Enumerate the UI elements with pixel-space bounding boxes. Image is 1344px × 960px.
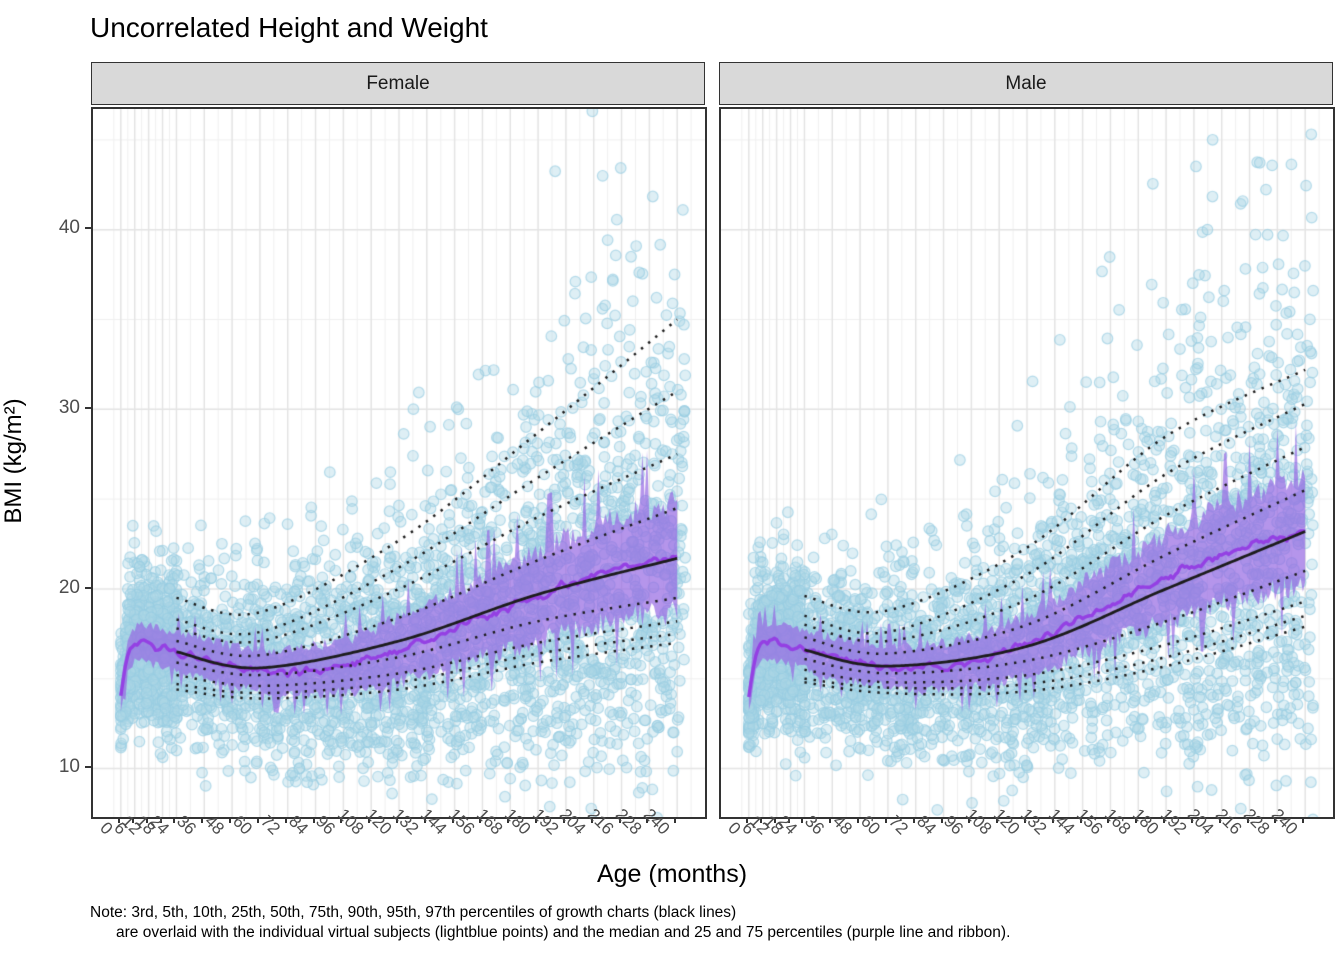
y-tick-label-30: 30: [58, 397, 80, 418]
x-tick-mark: [912, 817, 915, 823]
x-tick-mark: [1079, 817, 1082, 823]
x-tick-mark: [1218, 817, 1221, 823]
x-tick-mark: [201, 817, 204, 823]
x-tick-mark: [1274, 817, 1277, 823]
x-tick-mark: [590, 817, 593, 823]
y-tick-label-40: 40: [58, 217, 80, 238]
x-tick-mark: [884, 817, 887, 823]
x-tick-mark: [451, 817, 454, 823]
y-tick-label-10: 10: [58, 756, 80, 777]
x-tick-mark: [759, 817, 762, 823]
x-tick-mark: [173, 817, 176, 823]
x-tick-mark: [1024, 817, 1026, 823]
facet-panel-female: [91, 107, 707, 819]
x-tick-mark: [674, 817, 677, 823]
x-tick-mark: [968, 817, 971, 823]
x-tick-mark: [312, 817, 315, 823]
x-tick-mark: [745, 817, 748, 823]
x-tick-mark: [340, 817, 343, 823]
x-tick-mark: [787, 817, 790, 823]
x-tick-mark: [368, 817, 371, 823]
facet-strip-female-label: Female: [366, 72, 430, 94]
x-tick-mark: [996, 817, 999, 823]
y-tick-mark: [85, 587, 91, 589]
x-tick-mark: [1051, 817, 1054, 823]
x-tick-mark: [1190, 817, 1193, 823]
y-tick-mark: [85, 227, 91, 229]
female-panel-canvas: [93, 109, 705, 817]
x-tick-mark: [857, 817, 860, 823]
y-tick-mark: [85, 766, 91, 768]
x-tick-mark: [1135, 817, 1138, 823]
x-tick-mark: [117, 817, 120, 823]
x-tick-mark: [1107, 817, 1110, 823]
x-tick-mark: [396, 817, 398, 823]
x-tick-mark: [1163, 817, 1166, 823]
x-tick-mark: [940, 817, 943, 823]
x-tick-mark: [256, 817, 259, 823]
x-tick-mark: [773, 817, 776, 823]
x-tick-mark: [229, 817, 232, 823]
x-tick-mark: [646, 817, 649, 823]
x-tick-mark: [145, 817, 148, 823]
chart-title: Uncorrelated Height and Weight: [90, 12, 488, 43]
male-panel-canvas: [721, 109, 1333, 817]
x-tick-mark: [1302, 817, 1305, 823]
caption-note: Note: 3rd, 5th, 10th, 25th, 50th, 75th, …: [90, 903, 1010, 943]
x-tick-mark: [159, 817, 162, 823]
x-tick-mark: [479, 817, 482, 823]
x-tick-mark: [829, 817, 832, 823]
x-tick-mark: [1246, 817, 1249, 823]
facet-strip-male-label: Male: [1005, 72, 1047, 94]
x-tick-mark: [801, 817, 804, 823]
facet-panel-male: [719, 107, 1335, 819]
x-tick-mark: [507, 817, 510, 823]
y-tick-label-20: 20: [58, 577, 80, 598]
x-tick-mark: [618, 817, 621, 823]
y-tick-mark: [85, 407, 91, 409]
x-tick-mark: [562, 817, 565, 823]
caption-note-line1: Note: 3rd, 5th, 10th, 25th, 50th, 75th, …: [90, 904, 737, 921]
x-tick-mark: [535, 817, 538, 823]
x-axis-title: Age (months): [596, 860, 748, 888]
x-tick-mark: [131, 817, 134, 823]
y-axis-title: BMI (kg/m²): [0, 398, 27, 524]
caption-note-line2: are overlaid with the individual virtual…: [116, 924, 1011, 941]
x-tick-mark: [284, 817, 287, 823]
x-tick-mark: [423, 817, 426, 823]
facet-strip-male: Male: [719, 62, 1333, 105]
facet-strip-female: Female: [91, 62, 705, 105]
